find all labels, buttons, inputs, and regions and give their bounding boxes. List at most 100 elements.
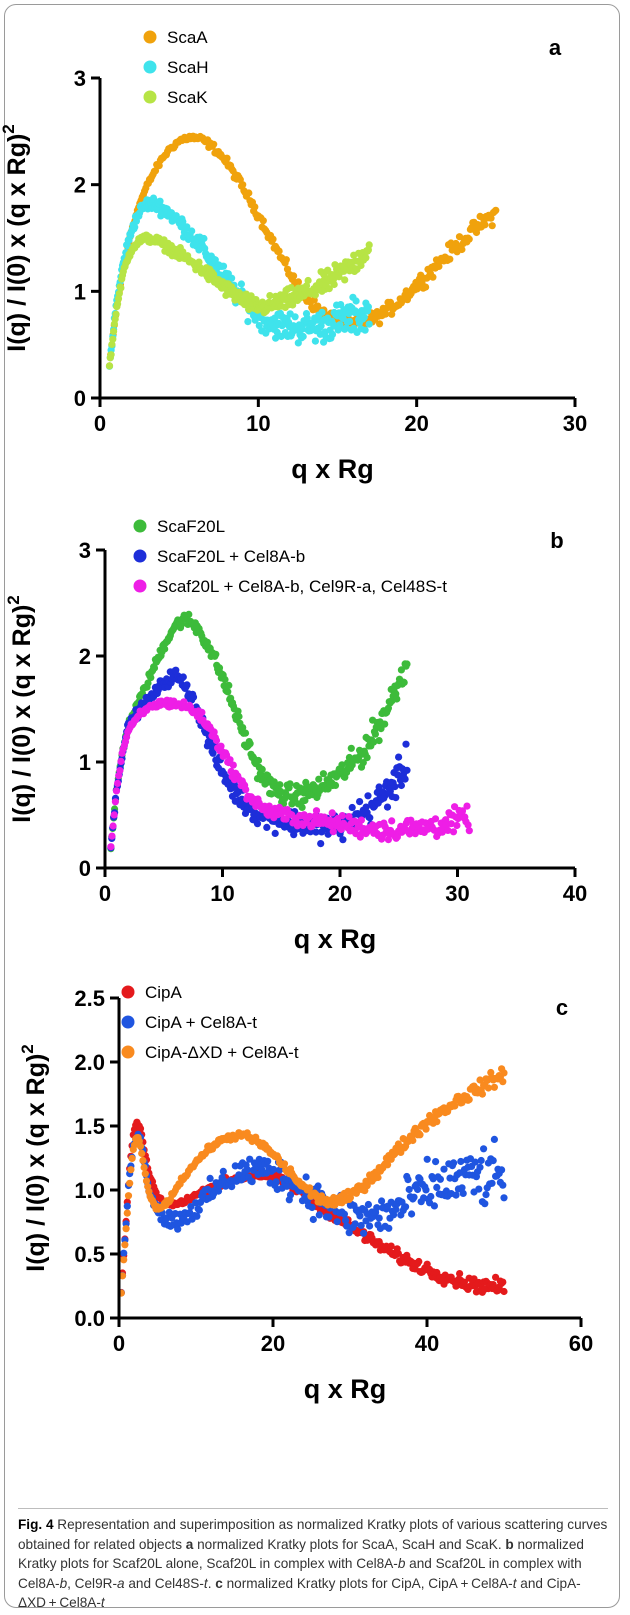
data-point (121, 1241, 129, 1249)
data-point (237, 280, 245, 288)
data-point (246, 740, 254, 748)
data-point (429, 273, 437, 281)
data-point (116, 767, 124, 775)
caption-segment: b (397, 1556, 406, 1571)
y-tick-label: 1 (74, 279, 86, 304)
data-point (212, 650, 220, 658)
data-point (490, 1083, 498, 1091)
data-point (404, 1176, 412, 1184)
data-point (476, 1163, 484, 1171)
data-point (477, 1156, 485, 1165)
data-point (210, 140, 218, 148)
legend-marker (143, 90, 157, 104)
data-point (272, 334, 280, 342)
data-point (436, 1175, 444, 1183)
x-tick-label: 30 (445, 881, 469, 906)
caption-segment: normalized Kratky plots for Scaf20L alon… (18, 1536, 584, 1572)
data-point (306, 812, 314, 821)
data-point (138, 1149, 146, 1157)
data-point (384, 704, 392, 712)
data-point (246, 1155, 254, 1163)
caption-segment: . (207, 1575, 216, 1591)
data-point (299, 332, 307, 341)
data-point (365, 320, 373, 328)
data-point (345, 310, 353, 318)
data-point (383, 803, 392, 811)
data-point (311, 337, 319, 345)
data-point (282, 256, 290, 264)
data-point (500, 1194, 508, 1202)
data-point (387, 1242, 395, 1250)
data-point (253, 820, 262, 828)
y-axis-label: I(q) / I(0) x (q x Rg)2 (18, 1044, 50, 1272)
data-point (140, 1163, 148, 1172)
data-point (139, 1156, 147, 1165)
caption-segment: Representation and superimposition as no… (18, 1517, 608, 1552)
x-tick-label: 0 (113, 1331, 125, 1356)
data-point (480, 1145, 488, 1153)
data-point (109, 335, 117, 343)
data-point (364, 1200, 372, 1209)
data-point (156, 197, 164, 205)
data-point (384, 1161, 392, 1169)
legend-marker (133, 579, 147, 593)
data-point (394, 1249, 402, 1258)
data-point (290, 831, 298, 839)
data-point (319, 770, 327, 778)
data-point (306, 1184, 314, 1192)
data-point (244, 318, 252, 326)
data-point (267, 790, 276, 798)
y-tick-label: 3 (74, 66, 86, 91)
data-point (339, 836, 347, 844)
data-point (433, 1118, 441, 1126)
data-point (440, 1165, 448, 1173)
data-point (115, 290, 123, 298)
data-point (217, 742, 225, 750)
data-point (345, 1229, 353, 1237)
data-point (375, 737, 383, 745)
data-point (343, 1222, 351, 1230)
data-point (117, 284, 125, 292)
data-point (228, 274, 236, 282)
data-point (341, 276, 349, 284)
x-tick-label: 30 (563, 411, 587, 436)
data-point (382, 310, 390, 318)
data-point (432, 1158, 440, 1166)
y-tick-label: 0.5 (74, 1242, 105, 1267)
x-axis-label: q x Rg (294, 924, 377, 954)
data-point (245, 189, 253, 197)
data-point (128, 1154, 136, 1162)
caption-text: Representation and superimposition as no… (18, 1517, 607, 1610)
data-point (131, 223, 139, 231)
data-point (224, 688, 232, 696)
data-point (302, 1173, 310, 1181)
data-point (408, 1210, 416, 1218)
data-point (105, 362, 114, 370)
data-point (330, 280, 338, 289)
series-b-2 (107, 696, 473, 851)
data-point (328, 809, 336, 817)
data-point (312, 828, 320, 836)
figure-frame (4, 4, 620, 1608)
data-point (400, 678, 408, 687)
data-point (331, 781, 340, 790)
data-point (356, 1212, 364, 1220)
data-point (264, 1157, 272, 1165)
data-point (172, 666, 180, 674)
data-point (351, 1220, 359, 1228)
data-point (241, 729, 250, 737)
data-point (499, 1181, 507, 1189)
data-point (235, 712, 243, 721)
data-point (109, 822, 117, 830)
data-point (188, 227, 196, 235)
data-point (254, 756, 263, 765)
x-axis-label: q x Rg (291, 454, 374, 484)
x-tick-label: 20 (404, 411, 428, 436)
data-point (174, 1225, 182, 1233)
data-point (370, 738, 378, 746)
data-point (484, 1084, 492, 1092)
data-point (402, 1203, 410, 1211)
data-point (363, 754, 371, 762)
data-point (381, 720, 389, 728)
data-point (219, 262, 228, 270)
